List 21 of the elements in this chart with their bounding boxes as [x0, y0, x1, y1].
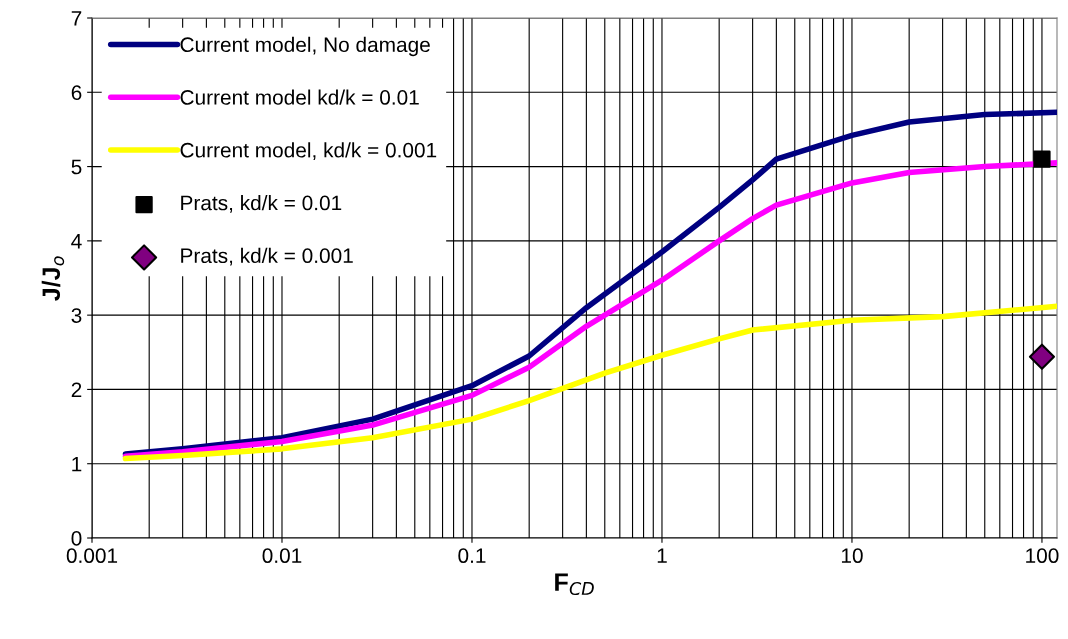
x-tick-label: 0.001: [66, 548, 118, 564]
y-tick-label: 7: [71, 11, 82, 26]
legend-label: Current model, No damage: [180, 36, 430, 57]
x-axis-title: F$_{CD}$: [555, 573, 594, 596]
y-axis-title: J/J$_{o}$: [41, 256, 65, 301]
legend-label: Current model, kd/k = 0.001: [180, 142, 437, 161]
legend-label: Prats, kd/k = 0.01: [181, 195, 342, 213]
y-tick-label: 0: [71, 531, 82, 546]
legend-label: Prats, kd/k = 0.001: [181, 247, 353, 266]
y-tick-label: 3: [71, 308, 82, 323]
x-tick-label: 0.01: [262, 548, 302, 564]
y-tick-label: 1: [72, 456, 82, 472]
x-tick-label: 100: [1026, 548, 1059, 564]
legend-label: Current model kd/k = 0.01: [180, 89, 419, 105]
y-tick-label: 6: [71, 85, 82, 101]
x-tick-label: 1: [657, 548, 667, 563]
y-tick-label: 4: [71, 234, 82, 249]
y-tick-label: 5: [71, 159, 82, 175]
x-tick-label: 10: [841, 548, 863, 564]
x-tick-label: 0.1: [458, 548, 486, 564]
y-tick-label: 2: [71, 382, 82, 397]
